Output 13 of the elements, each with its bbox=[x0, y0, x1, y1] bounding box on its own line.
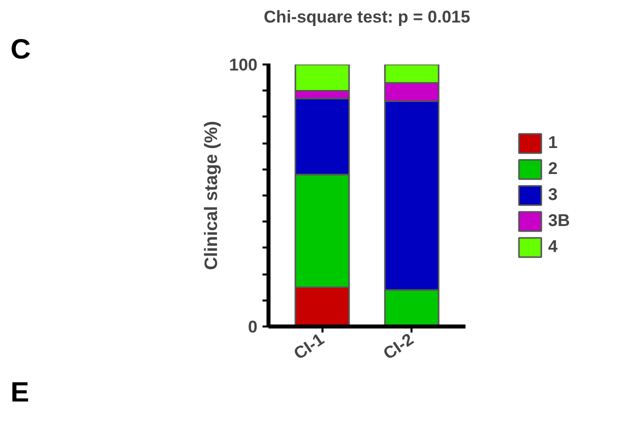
legend-label: 2 bbox=[548, 159, 559, 179]
legend-label: 3B bbox=[548, 211, 570, 231]
chart-title: Chi-square test: p = 0.015 bbox=[264, 8, 470, 26]
y-tick-label: 100 bbox=[229, 56, 258, 74]
text: E bbox=[10, 376, 30, 408]
legend-label: 4 bbox=[548, 237, 559, 257]
x-tick-label: CI-1 bbox=[290, 330, 328, 364]
x-tick-label: CI-2 bbox=[380, 330, 418, 364]
y-tick-label: 0 bbox=[248, 318, 258, 336]
text: C bbox=[10, 34, 31, 64]
y-axis-title: Clinical stage (%) bbox=[201, 120, 222, 270]
legend-label: 1 bbox=[548, 133, 559, 153]
legend-label: 3 bbox=[548, 185, 559, 205]
